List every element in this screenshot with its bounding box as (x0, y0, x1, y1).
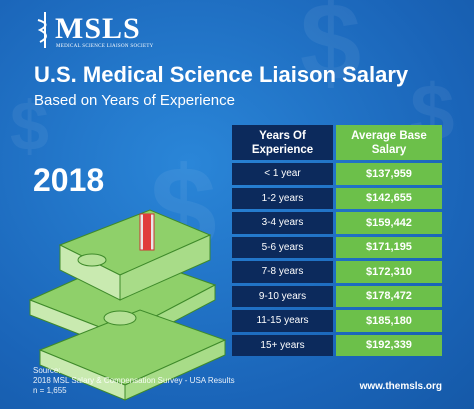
table-cell: $137,959 (336, 163, 442, 185)
table-cell: $159,442 (336, 212, 442, 234)
footer-source: Source: 2018 MSL Salary & Compensation S… (33, 366, 235, 396)
table-cell: 11-15 years (232, 310, 333, 332)
source-label: Source: (33, 366, 61, 375)
url: www.themsls.org (359, 381, 442, 392)
header-cell: Average Base Salary (336, 125, 442, 160)
year: 2018 (33, 162, 105, 198)
table-cell: < 1 year (232, 163, 333, 185)
table-cell: 1-2 years (232, 187, 333, 209)
table-cell: 7-8 years (232, 261, 333, 283)
svg-text:$: $ (10, 87, 49, 165)
sample-size: n = 1,655 (33, 386, 67, 395)
header-cell: Years Of Experience (232, 125, 333, 160)
svg-text:$: $ (300, 0, 361, 104)
table-cell: $178,472 (336, 285, 442, 307)
table-cell: 15+ years (232, 334, 333, 356)
title: U.S. Medical Science Liaison Salary (34, 62, 409, 87)
table-cell: $185,180 (336, 310, 442, 332)
table-cell: $171,195 (336, 236, 442, 258)
source-text: 2018 MSL Salary & Compensation Survey - … (33, 376, 235, 385)
table-cell: 3-4 years (232, 212, 333, 234)
logo-name: MSLS (55, 12, 141, 45)
table-cell: $192,339 (336, 334, 442, 356)
subtitle: Based on Years of Experience (34, 92, 235, 109)
table-cell: $142,655 (336, 187, 442, 209)
table-cell: 5-6 years (232, 236, 333, 258)
logo-tagline: MEDICAL SCIENCE LIAISON SOCIETY (56, 44, 154, 49)
table-cell: 9-10 years (232, 285, 333, 307)
table-cell: $172,310 (336, 261, 442, 283)
